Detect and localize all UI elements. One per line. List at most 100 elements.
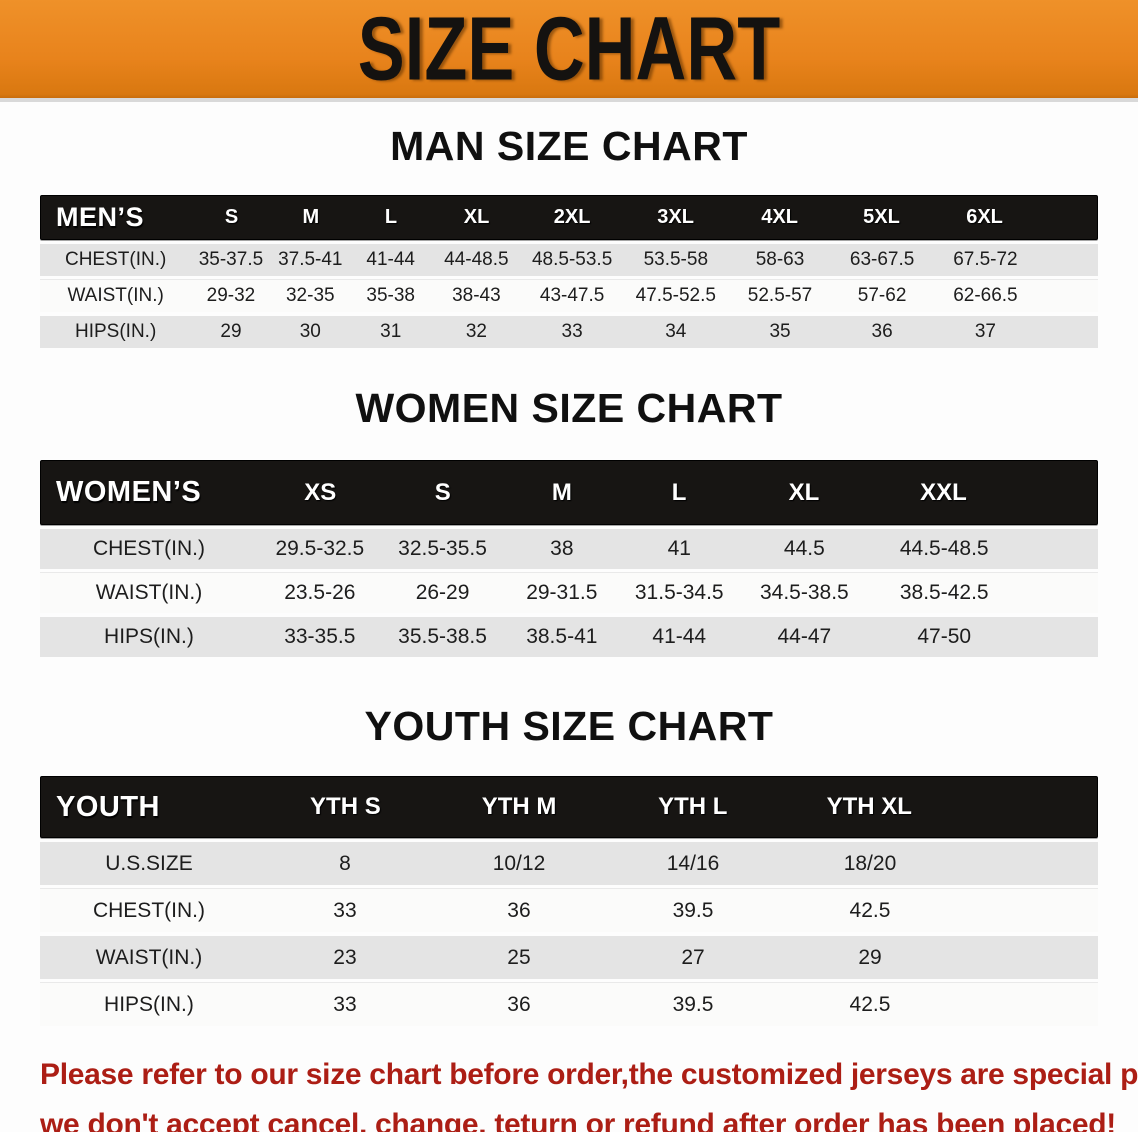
size-table-youth: YOUTH YTH S YTH M YTH L YTH XL U.S.SIZE 8 10/12… [40, 776, 1098, 1026]
size-column-header: S [434, 478, 451, 506]
size-cell: 43-47.5 [539, 285, 605, 306]
size-cell: 36 [871, 321, 893, 342]
section-women: WOMEN SIZE CHART WOMEN’S XS S M L XL XXL CHEST(I… [0, 385, 1138, 657]
size-cell: 36 [507, 898, 531, 922]
size-cell: 47.5-52.5 [635, 285, 716, 306]
size-cell: 37 [974, 321, 996, 342]
size-cell: 14/16 [666, 851, 720, 875]
size-cell: 38.5-41 [526, 625, 598, 648]
size-cell: 29 [220, 321, 242, 342]
size-cell: 33 [333, 992, 357, 1016]
size-column-header: YTH XL [826, 793, 912, 820]
size-column-header: S [224, 206, 239, 228]
disclaimer-line-1: Please refer to our size chart before or… [40, 1058, 1138, 1091]
size-cell: 62-66.5 [953, 285, 1018, 306]
size-cell: 37.5-41 [278, 249, 343, 270]
table-title-youth: YOUTH [56, 790, 160, 823]
size-cell: 23.5-26 [284, 581, 356, 604]
table-row: HIPS(IN.) 33-35.5 35.5-38.5 38.5-41 41-44 44-… [40, 617, 1098, 657]
size-cell: 29 [858, 945, 882, 969]
table-row: CHEST(IN.) 33 36 39.5 42.5 [40, 889, 1098, 932]
size-column-header: 5XL [863, 206, 900, 228]
row-label: HIPS(IN.) [104, 992, 194, 1016]
size-cell: 35-37.5 [198, 249, 264, 270]
size-cell: 34 [665, 321, 687, 342]
size-cell: 42.5 [849, 992, 891, 1016]
size-cell: 41 [667, 537, 691, 560]
size-cell: 39.5 [672, 992, 714, 1016]
size-cell: 18/20 [843, 851, 897, 875]
size-column-header: YTH L [658, 793, 728, 820]
row-label: HIPS(IN.) [75, 321, 157, 342]
size-cell: 47-50 [917, 625, 972, 648]
section-heading-youth: YOUTH SIZE CHART [364, 703, 774, 749]
size-column-header: L [384, 206, 398, 228]
size-cell: 23 [333, 945, 357, 969]
size-cell: 44.5-48.5 [899, 537, 989, 560]
size-column-header: 4XL [761, 206, 798, 228]
size-cell: 33 [333, 898, 357, 922]
row-label: WAIST(IN.) [95, 581, 203, 604]
size-cell: 57-62 [857, 285, 907, 306]
size-cell: 32.5-35.5 [398, 537, 487, 560]
table-row: WAIST(IN.) 23 25 27 29 [40, 936, 1098, 979]
size-cell: 10/12 [492, 851, 546, 875]
size-column-header: 3XL [657, 206, 694, 228]
size-column-header: M [302, 206, 320, 228]
size-cell: 31.5-34.5 [634, 581, 724, 604]
size-cell: 32-35 [285, 285, 335, 306]
row-label: CHEST(IN.) [92, 537, 205, 560]
disclaimer: Please refer to our size chart before or… [40, 1050, 1138, 1132]
section-heading-men: MAN SIZE CHART [390, 123, 748, 169]
size-cell: 31 [380, 321, 402, 342]
size-column-header: XL [788, 478, 820, 506]
size-column-header: 2XL [553, 206, 591, 228]
size-cell: 29.5-32.5 [275, 537, 365, 560]
size-cell: 32 [465, 321, 487, 342]
row-label: U.S.SIZE [105, 851, 193, 875]
size-cell: 41-44 [366, 249, 415, 270]
size-chart-sections: MAN SIZE CHART MEN’S S M L XL 2XL 3XL 4XL 5XL 6XL C… [0, 123, 1138, 1026]
row-label: CHEST(IN.) [64, 249, 167, 270]
size-cell: 39.5 [672, 898, 714, 922]
size-table-men: MEN’S S M L XL 2XL 3XL 4XL 5XL 6XL CHEST(IN.) 35-37… [40, 195, 1098, 348]
section-heading-women: WOMEN SIZE CHART [355, 385, 783, 431]
size-column-header: YTH S [310, 793, 381, 820]
size-column-header: XS [304, 478, 337, 506]
size-cell: 33-35.5 [284, 625, 356, 648]
size-column-header: M [551, 478, 572, 506]
row-label: CHEST(IN.) [92, 898, 205, 922]
size-cell: 44.5 [783, 537, 825, 560]
size-cell: 34.5-38.5 [759, 581, 849, 604]
table-row: WAIST(IN.) 29-32 32-35 35-38 38-43 43-47.5 47.… [40, 280, 1098, 312]
size-cell: 63-67.5 [849, 249, 915, 270]
table-title-women: WOMEN’S [56, 476, 202, 508]
table-row: WAIST(IN.) 23.5-26 26-29 29-31.5 31.5-34.5 34… [40, 573, 1098, 613]
size-cell: 8 [339, 851, 351, 875]
table-title-men: MEN’S [56, 202, 145, 232]
disclaimer-line-2: we don't accept cancel, change, teturn o… [40, 1108, 1116, 1132]
table-row: U.S.SIZE 8 10/12 14/16 18/20 [40, 842, 1098, 885]
size-cell: 30 [299, 321, 321, 342]
size-cell: 48.5-53.5 [531, 249, 613, 270]
table-header-women: WOMEN’S XS S M L XL XXL [40, 460, 1098, 525]
size-column-header: YTH M [481, 793, 557, 820]
size-cell: 27 [681, 945, 705, 969]
table-row: CHEST(IN.) 35-37.5 37.5-41 41-44 44-48.5 48.5… [40, 244, 1098, 276]
table-header-youth: YOUTH YTH S YTH M YTH L YTH XL [40, 776, 1098, 838]
section-men: MAN SIZE CHART MEN’S S M L XL 2XL 3XL 4XL 5XL 6XL C… [0, 123, 1138, 348]
size-column-header: XL [463, 206, 490, 228]
size-cell: 44-47 [777, 625, 832, 648]
size-cell: 67.5-72 [953, 249, 1018, 270]
table-row: CHEST(IN.) 29.5-32.5 32.5-35.5 38 41 44.5 44.5… [40, 529, 1098, 569]
size-cell: 35 [769, 321, 791, 342]
size-cell: 36 [507, 992, 531, 1016]
row-label: WAIST(IN.) [95, 945, 203, 969]
table-row: HIPS(IN.) 29 30 31 32 33 34 35 36 37 [40, 316, 1098, 348]
size-cell: 42.5 [849, 898, 891, 922]
size-cell: 44-48.5 [444, 249, 509, 270]
size-cell: 33 [561, 321, 583, 342]
size-cell: 38 [550, 537, 574, 560]
size-cell: 41-44 [652, 625, 707, 648]
